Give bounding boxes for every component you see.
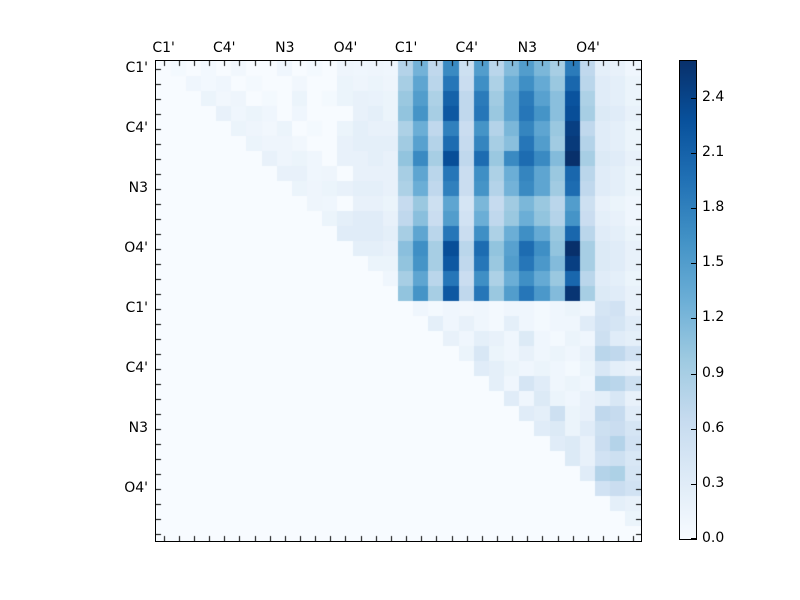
colorbar-tick <box>691 483 696 485</box>
colorbar-tick <box>691 318 696 320</box>
colorbar-tick-label: 0.3 <box>702 474 725 491</box>
x-tick-label: O4' <box>576 40 600 56</box>
x-tick-label: C1' <box>394 40 418 56</box>
y-tick-label: N3 <box>128 419 148 436</box>
x-tick-label: O4' <box>333 40 358 56</box>
heatmap-canvas <box>156 61 641 541</box>
colorbar-tick-label: 0.0 <box>702 530 725 546</box>
colorbar-tick <box>691 428 696 430</box>
x-tick-label: N3 <box>275 40 295 56</box>
y-tick-label: C4' <box>125 119 148 136</box>
colorbar <box>679 60 697 540</box>
y-tick-label: N3 <box>128 179 148 196</box>
colorbar-tick <box>691 152 696 154</box>
colorbar-tick <box>691 538 696 539</box>
colorbar-tick-label: 2.4 <box>702 88 725 105</box>
x-tick-label: C4' <box>212 40 236 56</box>
colorbar-tick-label: 1.2 <box>702 309 725 326</box>
x-tick-label: C4' <box>455 40 478 56</box>
x-tick-label: N3 <box>517 40 538 56</box>
colorbar-tick-label: 0.9 <box>702 364 725 381</box>
colorbar-tick <box>691 263 696 265</box>
y-tick-label: C1' <box>125 59 148 76</box>
y-tick-label: C1' <box>125 299 148 316</box>
x-tick-label: C1' <box>152 40 175 56</box>
colorbar-tick <box>691 208 696 210</box>
y-tick-label: O4' <box>124 239 148 256</box>
colorbar-tick-label: 1.5 <box>702 254 725 271</box>
colorbar-tick <box>691 373 696 375</box>
colorbar-tick-label: 2.1 <box>702 143 725 160</box>
y-tick-label: C4' <box>125 359 148 376</box>
heatmap-plot <box>155 60 642 542</box>
y-tick-label: O4' <box>124 479 148 496</box>
colorbar-tick-label: 1.8 <box>702 199 725 216</box>
colorbar-tick-label: 0.6 <box>702 419 725 436</box>
colorbar-tick <box>691 97 696 99</box>
